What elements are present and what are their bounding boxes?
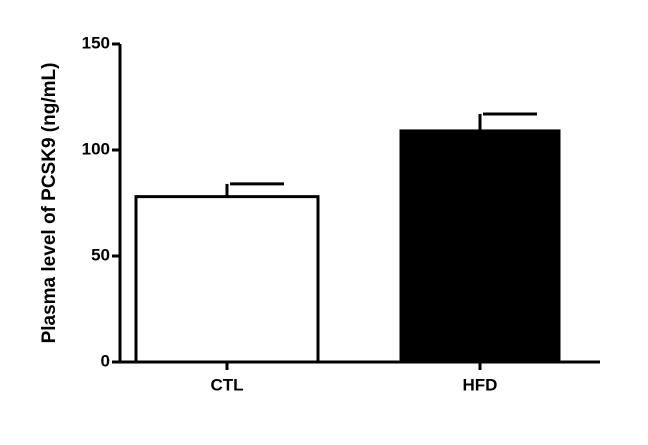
y-tick-label: 150 — [82, 33, 110, 52]
bar — [399, 129, 561, 364]
y-axis-label: Plasma level of PCSK9 (ng/mL) — [39, 63, 60, 344]
bar — [134, 195, 320, 364]
x-tick-label: HFD — [463, 375, 498, 394]
x-tick-label: CTL — [210, 375, 243, 394]
y-tick-label: 100 — [82, 139, 110, 158]
y-tick-label: 0 — [101, 351, 110, 370]
y-tick-label: 50 — [91, 245, 110, 264]
